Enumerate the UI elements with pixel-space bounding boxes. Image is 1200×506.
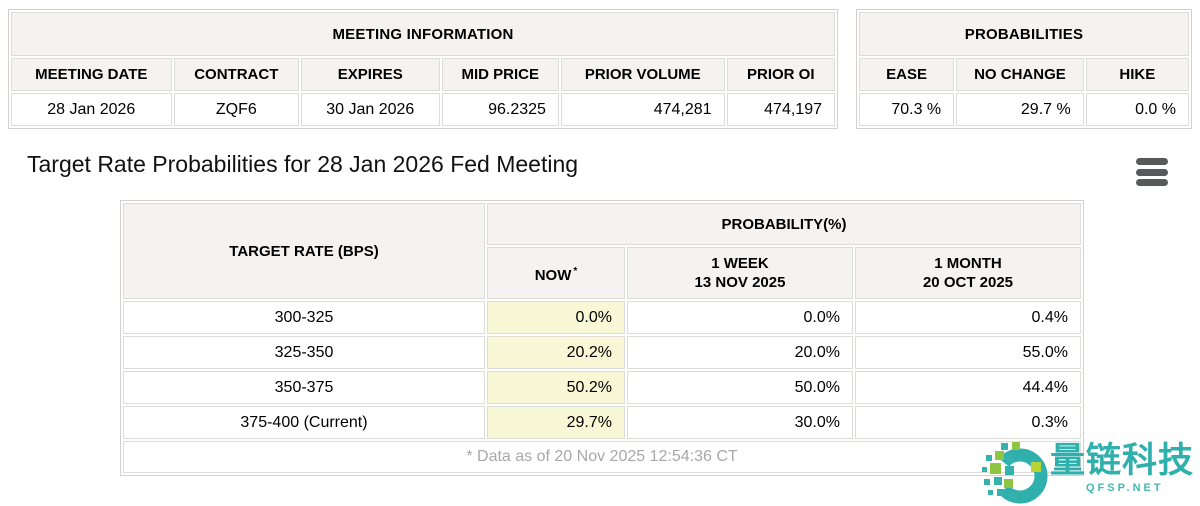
col-prior-oi: PRIOR OI [726,58,835,91]
brand-name-text: 量链科技 [1050,441,1195,480]
col-meeting-date: MEETING DATE [11,58,172,91]
target-rate-cell: 375-400 (Current) [123,406,485,439]
meeting-information-header-row: MEETING DATE CONTRACT EXPIRES MID PRICE … [11,58,835,91]
month-prob-cell: 0.3% [855,406,1081,439]
one-week-date: 13 NOV 2025 [694,274,786,291]
footnote-row: * Data as of 20 Nov 2025 12:54:36 CT [123,441,1081,473]
brand-watermark: 量链科技 QFSP.NET [980,440,1200,506]
menu-bar [1136,168,1168,176]
now-prob-cell: 20.2% [487,336,625,369]
meeting-information-data-row: 28 Jan 2026 ZQF6 30 Jan 2026 96.2325 474… [11,93,835,126]
one-week-column-header: 1 WEEK 13 NOV 2025 [627,247,853,299]
brand-domain-text: QFSP.NET [1086,482,1164,494]
one-week-label: 1 WEEK [711,255,769,272]
table-row: 300-325 0.0% 0.0% 0.4% [123,301,1081,334]
now-label: NOW [534,266,572,284]
contract-value: ZQF6 [173,93,300,126]
table-row: 350-375 50.2% 50.0% 44.4% [123,371,1081,404]
menu-bar [1136,158,1168,165]
now-column-header: NOW * [487,247,625,299]
target-rate-cell: 350-375 [123,371,485,404]
probabilities-title: PROBABILITIES [859,12,1189,56]
hamburger-menu-icon[interactable] [1136,157,1172,187]
col-prior-volume: PRIOR VOLUME [560,58,725,91]
col-mid-price: MID PRICE [441,58,559,91]
now-footnote-star: * [573,265,578,277]
mid-price-value: 96.2325 [441,93,559,126]
target-rate-bps-header: TARGET RATE (BPS) [123,203,485,299]
table-row: 325-350 20.2% 20.0% 55.0% [123,336,1081,369]
month-prob-cell: 55.0% [855,336,1081,369]
prior-volume-value: 474,281 [560,93,725,126]
col-hike: HIKE [1085,58,1189,91]
week-prob-cell: 50.0% [627,371,853,404]
probabilities-header-row: EASE NO CHANGE HIKE [859,58,1189,91]
probabilities-table: PROBABILITIES EASE NO CHANGE HIKE 70.3 %… [856,9,1192,129]
now-prob-cell: 29.7% [487,406,625,439]
prior-oi-value: 474,197 [726,93,835,126]
expires-value: 30 Jan 2026 [301,93,440,126]
menu-bar [1136,179,1168,186]
now-prob-cell: 50.2% [487,371,625,404]
brand-logo-icon [982,442,1048,504]
one-month-date: 20 OCT 2025 [922,274,1014,291]
hike-value: 0.0 % [1085,93,1189,126]
one-month-label: 1 MONTH [934,255,1002,272]
target-rate-cell: 325-350 [123,336,485,369]
now-prob-cell: 0.0% [487,301,625,334]
col-expires: EXPIRES [301,58,440,91]
meeting-information-table: MEETING INFORMATION MEETING DATE CONTRAC… [8,9,838,129]
target-rate-cell: 300-325 [123,301,485,334]
week-prob-cell: 30.0% [627,406,853,439]
table-row: 375-400 (Current) 29.7% 30.0% 0.3% [123,406,1081,439]
meeting-information-title: MEETING INFORMATION [11,12,835,56]
main-subheader-row: NOW * 1 WEEK 13 NOV 2025 1 MONTH 20 OCT 2… [123,247,1081,299]
data-as-of-footnote: * Data as of 20 Nov 2025 12:54:36 CT [123,441,1081,473]
target-rate-probabilities-table: TARGET RATE (BPS) PROBABILITY(%) NOW * 1 … [120,200,1084,476]
col-contract: CONTRACT [173,58,300,91]
no-change-value: 29.7 % [956,93,1084,126]
probabilities-data-row: 70.3 % 29.7 % 0.0 % [859,93,1189,126]
col-ease: EASE [859,58,955,91]
meeting-date-value: 28 Jan 2026 [11,93,172,126]
ease-value: 70.3 % [859,93,955,126]
probability-group-header: PROBABILITY(%) [487,203,1081,245]
col-no-change: NO CHANGE [956,58,1084,91]
month-prob-cell: 0.4% [855,301,1081,334]
week-prob-cell: 20.0% [627,336,853,369]
page-title: Target Rate Probabilities for 28 Jan 202… [27,151,579,177]
month-prob-cell: 44.4% [855,371,1081,404]
week-prob-cell: 0.0% [627,301,853,334]
one-month-column-header: 1 MONTH 20 OCT 2025 [855,247,1081,299]
